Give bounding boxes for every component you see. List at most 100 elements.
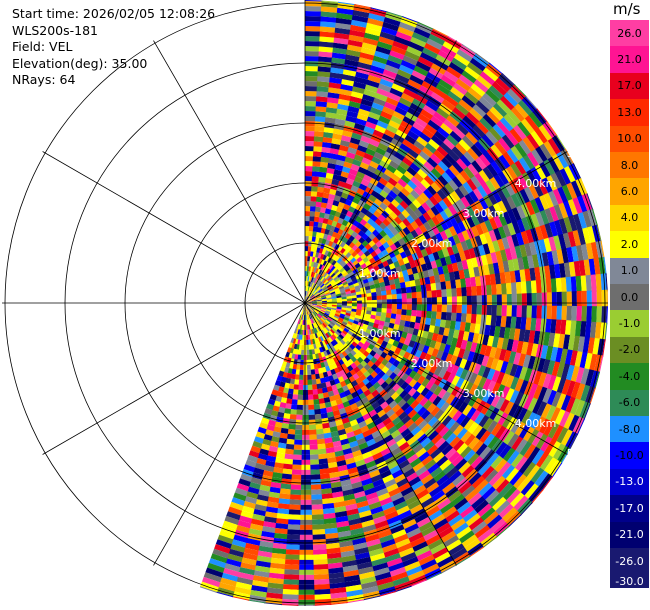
velocity-gate — [540, 345, 549, 361]
velocity-gate — [441, 482, 456, 495]
velocity-gate — [489, 518, 506, 534]
velocity-gate — [478, 153, 492, 168]
velocity-gate — [309, 294, 314, 299]
velocity-gate — [411, 541, 428, 553]
velocity-gate — [517, 353, 527, 368]
velocity-gate — [406, 570, 425, 582]
velocity-gate — [467, 395, 478, 408]
velocity-gate — [334, 164, 344, 172]
velocity-gate — [328, 342, 334, 349]
velocity-gate — [324, 208, 332, 215]
velocity-gate — [319, 483, 332, 490]
velocity-gate — [442, 41, 461, 55]
velocity-gate — [269, 440, 279, 448]
velocity-gate — [390, 115, 404, 126]
velocity-gate — [446, 363, 455, 374]
velocity-gate — [305, 66, 320, 72]
velocity-gate — [320, 309, 326, 313]
velocity-gate — [330, 280, 336, 286]
velocity-gate — [391, 156, 403, 166]
velocity-gate — [490, 160, 503, 176]
velocity-gate — [358, 57, 375, 66]
velocity-gate — [305, 304, 307, 310]
velocity-gate — [415, 154, 428, 166]
velocity-gate — [351, 542, 368, 551]
velocity-gate — [391, 83, 407, 94]
velocity-gate — [513, 124, 528, 141]
velocity-gate — [296, 599, 315, 605]
velocity-gate — [294, 374, 300, 380]
velocity-gate — [388, 177, 399, 187]
velocity-gate — [506, 282, 512, 296]
velocity-gate — [329, 602, 348, 605]
velocity-gate — [309, 216, 315, 222]
velocity-gate — [317, 186, 325, 193]
velocity-gate — [351, 251, 358, 258]
velocity-gate — [383, 151, 395, 161]
velocity-gate — [335, 279, 342, 285]
velocity-gate — [288, 504, 301, 510]
velocity-gate — [258, 484, 271, 492]
velocity-gate — [420, 525, 436, 538]
colorbar-cell: -8.0 — [610, 416, 649, 443]
velocity-gate — [397, 69, 413, 80]
velocity-gate — [373, 520, 389, 530]
velocity-gate — [477, 482, 493, 498]
velocity-gate — [309, 211, 316, 217]
velocity-gate — [323, 344, 329, 351]
velocity-gate — [329, 258, 335, 265]
velocity-gate — [411, 298, 417, 305]
velocity-gate — [305, 81, 319, 87]
velocity-gate — [447, 263, 454, 274]
velocity-gate — [327, 219, 334, 226]
velocity-gate — [334, 419, 344, 427]
velocity-gate — [386, 327, 394, 334]
velocity-gate — [471, 397, 483, 411]
velocity-gate — [383, 168, 395, 178]
velocity-gate — [572, 163, 582, 180]
velocity-gate — [462, 449, 476, 463]
velocity-gate — [283, 559, 300, 565]
velocity-gate — [470, 225, 480, 238]
velocity-gate — [509, 389, 520, 405]
velocity-gate — [531, 399, 543, 416]
velocity-gate — [455, 142, 468, 156]
velocity-gate — [565, 276, 572, 293]
velocity-gate — [314, 278, 318, 284]
velocity-gate — [430, 406, 441, 418]
velocity-gate — [306, 324, 309, 330]
velocity-gate — [591, 306, 597, 324]
velocity-gate — [210, 553, 228, 564]
velocity-gate — [420, 178, 432, 190]
velocity-gate — [305, 101, 318, 107]
velocity-gate — [366, 310, 372, 315]
velocity-gate — [265, 501, 279, 509]
velocity-gate — [334, 287, 340, 292]
velocity-gate — [314, 413, 322, 420]
velocity-gate — [371, 292, 377, 297]
velocity-gate — [359, 103, 373, 113]
velocity-gate — [435, 54, 453, 67]
velocity-gate — [316, 86, 330, 93]
velocity-gate — [388, 464, 401, 475]
velocity-gate — [273, 426, 282, 433]
velocity-gate — [455, 103, 471, 117]
velocity-gate — [341, 79, 356, 87]
velocity-gate — [464, 513, 481, 528]
velocity-gate — [448, 149, 461, 163]
velocity-gate — [312, 569, 329, 575]
velocity-gate — [312, 283, 316, 288]
velocity-gate — [369, 506, 384, 516]
velocity-gate — [310, 339, 314, 345]
velocity-gate — [393, 260, 401, 269]
velocity-gate — [497, 200, 508, 215]
velocity-gate — [346, 513, 361, 521]
velocity-gate — [255, 457, 267, 466]
velocity-gate — [484, 405, 496, 419]
velocity-gate — [411, 390, 421, 401]
velocity-gate — [409, 162, 421, 173]
velocity-gate — [353, 552, 370, 561]
velocity-gate — [317, 222, 324, 228]
velocity-gate — [528, 369, 538, 385]
velocity-gate — [389, 160, 400, 170]
